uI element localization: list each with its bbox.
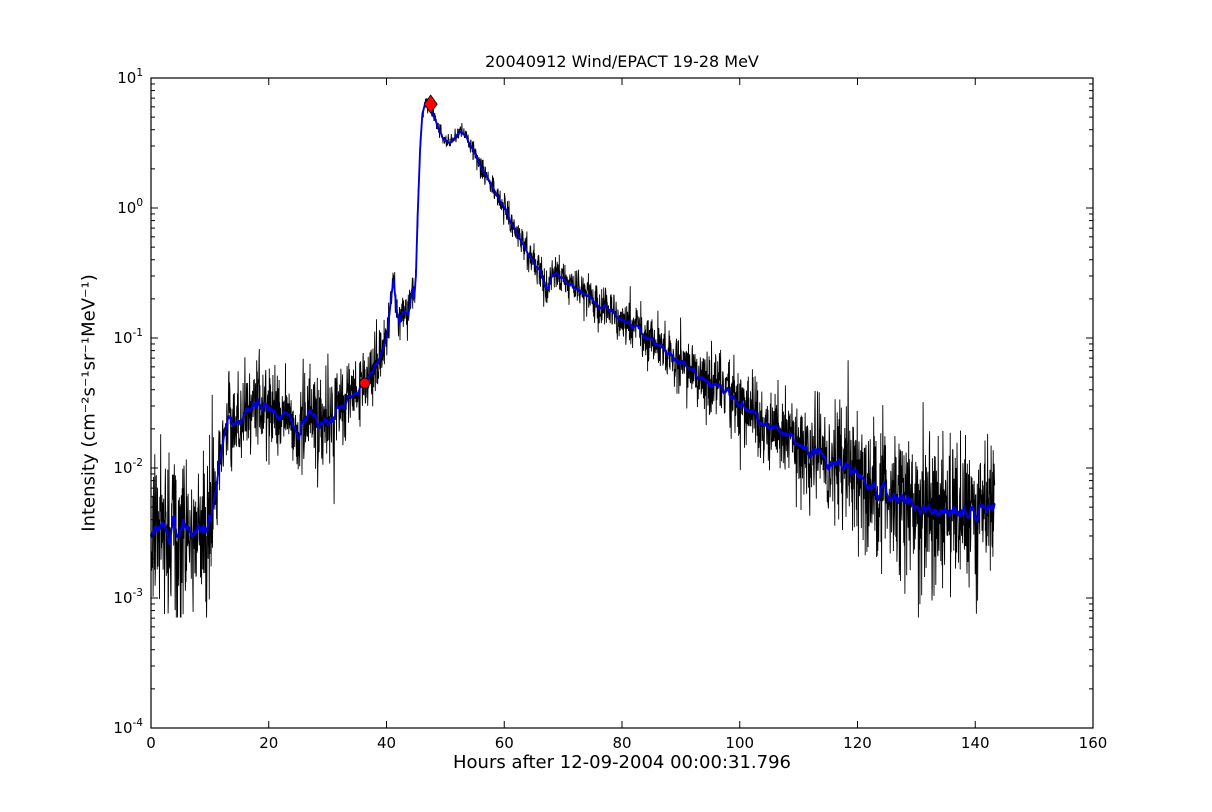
x-tick-label: 160 <box>1079 734 1108 752</box>
x-tick-label: 20 <box>259 734 278 752</box>
raw-series-line <box>150 98 996 618</box>
smoothed-series-line <box>150 101 996 546</box>
x-tick-label: 40 <box>377 734 396 752</box>
y-tick-label: 100 <box>117 197 143 217</box>
y-tick-label: 10-4 <box>113 717 143 737</box>
x-tick-label: 60 <box>495 734 514 752</box>
y-axis-label: Intensity (cm⁻²s⁻¹sr⁻¹MeV⁻¹) <box>78 274 100 532</box>
peak-diamond-marker <box>423 94 438 114</box>
y-tick-label: 10-3 <box>113 587 143 607</box>
axes-frame <box>150 77 1094 729</box>
x-tick-label: 140 <box>961 734 990 752</box>
x-tick-label: 100 <box>725 734 754 752</box>
event-circle-marker <box>359 377 371 389</box>
x-tick-label: 80 <box>612 734 631 752</box>
y-tick-label: 10-1 <box>113 327 143 347</box>
x-tick-label: 0 <box>146 734 156 752</box>
x-tick-label: 120 <box>843 734 872 752</box>
y-tick-label: 101 <box>117 67 143 87</box>
chart-title: 20040912 Wind/EPACT 19-28 MeV <box>485 52 759 71</box>
x-axis-label: Hours after 12-09-2004 00:00:31.796 <box>452 752 791 773</box>
y-tick-label: 10-2 <box>113 457 143 477</box>
